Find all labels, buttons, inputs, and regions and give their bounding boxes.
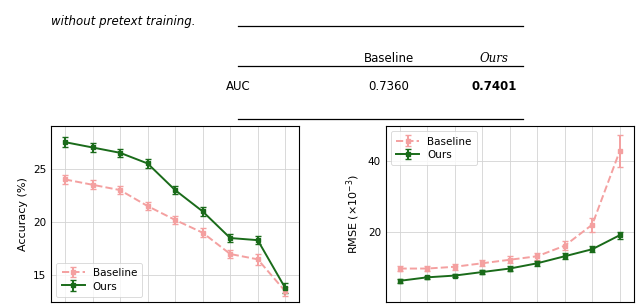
Text: 0.7360: 0.7360: [369, 80, 410, 92]
Y-axis label: RMSE ($\times$10$^{-3}$): RMSE ($\times$10$^{-3}$): [344, 174, 362, 254]
Text: Ours: Ours: [479, 52, 508, 65]
Y-axis label: Accuracy (%): Accuracy (%): [17, 177, 28, 251]
Legend: Baseline, Ours: Baseline, Ours: [391, 131, 477, 165]
Text: Baseline: Baseline: [364, 52, 414, 65]
Text: AUC: AUC: [226, 80, 251, 92]
Text: without pretext training.: without pretext training.: [51, 15, 196, 28]
Legend: Baseline, Ours: Baseline, Ours: [56, 263, 143, 297]
Text: 0.7401: 0.7401: [471, 80, 516, 92]
